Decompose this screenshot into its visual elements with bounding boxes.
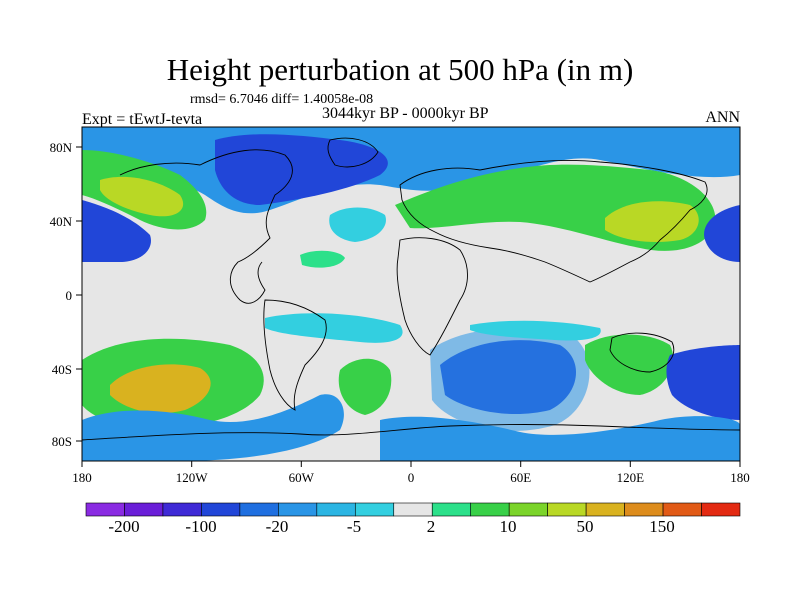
colorbar-swatch (393, 502, 433, 517)
colorbar-swatch (662, 502, 702, 517)
coastlines (82, 137, 740, 441)
field-region-southern-ocean-low (82, 394, 344, 461)
field-region-south-pacific-low-east (666, 345, 740, 420)
colorbar-swatch (470, 502, 510, 517)
colorbar-swatch (85, 502, 125, 517)
colorbar-label: 150 (649, 517, 675, 536)
colorbar-labels: -200 -100 -20 -5 2 10 50 150 (108, 517, 674, 536)
colorbar-label: 50 (577, 517, 594, 536)
lat-axis: 80N 40N 0 40S 80S (50, 140, 82, 449)
colorbar (85, 502, 741, 517)
experiment-label: Expt = tEwtJ-tevta (82, 111, 203, 128)
colorbar-swatch (547, 502, 587, 517)
colorbar-label: -5 (347, 517, 361, 536)
coastline-south-america (263, 299, 327, 411)
coastline-greenland (327, 137, 379, 168)
field-region-indian-low-halo (430, 328, 590, 431)
colorbar-swatch (354, 502, 395, 517)
lon-tick-label: 60W (289, 470, 315, 485)
colorbar-label: -100 (185, 517, 216, 536)
field-region-south-tropics-weak (265, 313, 403, 343)
lon-axis: 180 120W 60W 0 60E 120E 180 (72, 461, 750, 485)
lon-tick-label: 120E (617, 470, 645, 485)
lon-tick-label: 120W (176, 470, 209, 485)
colorbar-swatch (431, 502, 472, 517)
plot-title: Height perturbation at 500 hPa (in m) (166, 52, 634, 87)
colorbar-swatch (201, 502, 241, 517)
colorbar-swatch (624, 502, 664, 517)
field-region-tropical-patch (300, 250, 345, 268)
colorbar-swatch (316, 502, 356, 517)
colorbar-swatch (239, 502, 279, 517)
coastline-north-america (119, 149, 293, 304)
field-region-south-pacific-core (110, 364, 211, 414)
colorbar-label: 10 (500, 517, 517, 536)
field-region-pacific-low-east (704, 205, 740, 262)
colorbar-label: -200 (108, 517, 139, 536)
colorbar-swatch (162, 502, 202, 517)
lat-tick-label: 40S (52, 362, 72, 377)
field-region-south-tropics-indian (470, 320, 601, 341)
lon-tick-label: 60E (510, 470, 531, 485)
stats-line: rmsd= 6.7046 diff= 1.40058e-08 (190, 92, 374, 107)
field-region-pacific-high (605, 201, 699, 242)
colorbar-swatch (585, 502, 625, 517)
contour-field (82, 127, 740, 461)
lon-tick-label: 0 (408, 470, 415, 485)
field-region-antarctic-low (380, 416, 740, 461)
lon-tick-label: 180 (72, 470, 92, 485)
colorbar-label: 2 (427, 517, 436, 536)
coastline-eurasia (399, 159, 708, 283)
colorbar-swatch (278, 502, 318, 517)
lat-tick-label: 80N (50, 140, 73, 155)
lat-tick-label: 80S (52, 434, 72, 449)
season-label: ANN (705, 109, 740, 126)
lon-tick-label: 180 (730, 470, 750, 485)
colorbar-swatch (124, 502, 164, 517)
lat-tick-label: 0 (66, 288, 73, 303)
colorbar-label: -20 (266, 517, 289, 536)
field-region-atlantic-low (329, 207, 386, 242)
coastline-antarctica (82, 424, 740, 441)
field-region-south-atlantic-ridge (338, 358, 392, 415)
field-region-na-high (100, 176, 184, 217)
colorbar-swatch (701, 502, 741, 517)
field-region-australia-ridge (585, 334, 674, 395)
lat-tick-label: 40N (50, 214, 73, 229)
period-label: 3044kyr BP - 0000kyr BP (322, 105, 489, 122)
coastline-africa (396, 237, 468, 356)
colorbar-swatch (508, 502, 548, 517)
coastline-australia (609, 332, 675, 373)
field-region-pacific-low (82, 200, 151, 262)
field-region-arctic-core (215, 134, 388, 205)
